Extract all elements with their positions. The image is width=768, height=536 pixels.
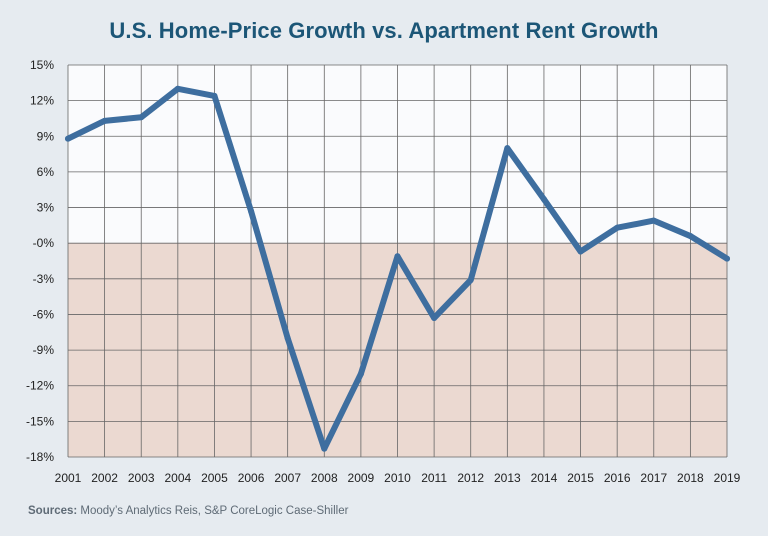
data-point: [540, 196, 547, 203]
y-tick-label: -18%: [26, 450, 54, 464]
x-tick-label: 2017: [640, 471, 667, 485]
x-axis-ticks: 2001 2002 2003 2004 2005 2006 2007 2008 2009 2010…: [55, 471, 741, 485]
data-point: [138, 114, 145, 121]
x-tick-label: 2019: [714, 471, 741, 485]
data-point: [431, 315, 438, 322]
data-point: [65, 135, 71, 142]
data-point: [687, 233, 694, 240]
x-tick-label: 2006: [238, 471, 265, 485]
y-tick-label: -15%: [26, 414, 54, 428]
source-text: Moody’s Analytics Reis, S&P CoreLogic Ca…: [77, 505, 349, 517]
y-tick-label: -6%: [33, 307, 55, 321]
x-tick-label: 2016: [604, 471, 631, 485]
x-tick-label: 2005: [201, 471, 228, 485]
chart-grid: [67, 64, 728, 458]
x-tick-label: 2012: [457, 471, 484, 485]
x-tick-label: 2002: [91, 471, 118, 485]
data-point: [211, 92, 218, 99]
data-point: [614, 224, 621, 231]
y-tick-label: -12%: [26, 379, 54, 393]
data-point: [101, 117, 108, 124]
data-point: [577, 248, 584, 255]
y-tick-label: -0%: [33, 236, 55, 250]
x-tick-label: 2004: [164, 471, 191, 485]
source-label: Sources:: [28, 505, 78, 517]
y-tick-label: 6%: [37, 165, 55, 179]
x-tick-label: 2014: [531, 471, 558, 485]
data-point: [504, 145, 511, 152]
chart-title: U.S. Home-Price Growth vs. Apartment Ren…: [109, 18, 659, 43]
x-tick-label: 2010: [384, 471, 411, 485]
x-tick-label: 2007: [274, 471, 301, 485]
x-tick-label: 2001: [55, 471, 82, 485]
data-point: [467, 277, 474, 284]
x-tick-label: 2018: [677, 471, 704, 485]
data-point: [321, 445, 328, 452]
data-point: [724, 255, 730, 262]
y-tick-label: 3%: [37, 201, 55, 215]
y-tick-label: -9%: [33, 343, 55, 357]
data-point: [394, 253, 401, 260]
data-point: [357, 370, 364, 377]
data-point: [248, 208, 255, 215]
y-tick-label: -3%: [33, 272, 55, 286]
data-point: [284, 335, 291, 342]
x-tick-label: 2011: [421, 471, 447, 485]
data-point: [650, 217, 657, 224]
x-tick-label: 2013: [494, 471, 521, 485]
x-tick-label: 2009: [348, 471, 375, 485]
y-axis-ticks: 15% 12% 9% 6% 3% -0% -3% -6% -9% -12% -15% -18%: [26, 58, 54, 464]
x-tick-label: 2015: [567, 471, 594, 485]
x-tick-label: 2008: [311, 471, 338, 485]
y-tick-label: 9%: [37, 129, 55, 143]
y-tick-label: 15%: [30, 58, 54, 72]
y-tick-label: 12%: [30, 94, 54, 108]
chart-series: [65, 85, 730, 452]
source-note: Sources: Moody’s Analytics Reis, S&P Cor…: [28, 505, 348, 517]
x-tick-label: 2003: [128, 471, 155, 485]
data-point: [174, 85, 181, 92]
